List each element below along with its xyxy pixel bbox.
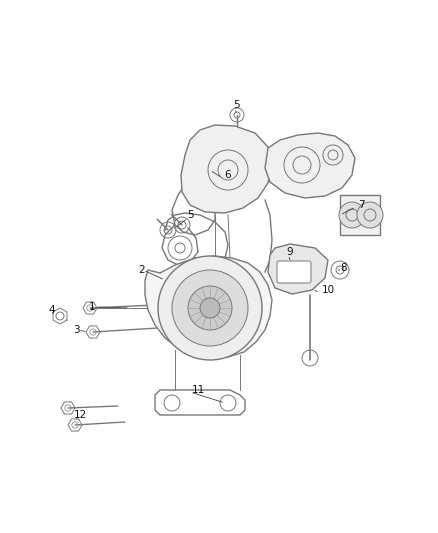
Polygon shape — [155, 390, 245, 415]
Circle shape — [357, 202, 383, 228]
Text: 12: 12 — [74, 410, 87, 420]
Text: 4: 4 — [48, 305, 55, 315]
Circle shape — [172, 270, 248, 346]
Polygon shape — [268, 244, 328, 294]
Text: 9: 9 — [287, 247, 293, 257]
Circle shape — [339, 202, 365, 228]
Text: 10: 10 — [322, 285, 335, 295]
Circle shape — [188, 286, 232, 330]
FancyBboxPatch shape — [277, 261, 311, 283]
Text: 7: 7 — [358, 200, 364, 210]
Text: 5: 5 — [187, 210, 193, 220]
Text: 5: 5 — [234, 100, 240, 110]
Text: 6: 6 — [224, 170, 231, 180]
Polygon shape — [145, 256, 272, 358]
Polygon shape — [181, 125, 272, 213]
Text: 3: 3 — [74, 325, 80, 335]
Text: 8: 8 — [340, 263, 346, 273]
Text: 2: 2 — [138, 265, 145, 275]
Circle shape — [200, 298, 220, 318]
Text: 11: 11 — [192, 385, 205, 395]
Text: 1: 1 — [88, 302, 95, 312]
Polygon shape — [340, 195, 380, 235]
Polygon shape — [265, 133, 355, 198]
Circle shape — [158, 256, 262, 360]
